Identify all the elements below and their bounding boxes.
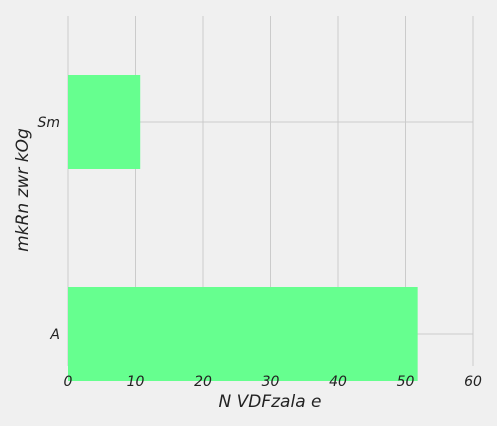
x-tick-labels: 0 10 20 30 40 50 60	[64, 374, 482, 390]
x-tick-label: 10	[127, 374, 145, 390]
x-tick-label: 60	[464, 374, 482, 390]
y-tick-label: Sm	[37, 115, 60, 131]
y-tick-label: A	[49, 327, 60, 343]
x-tick-label: 30	[262, 374, 280, 390]
y-axis-label: mkRn zwr kOg	[13, 128, 33, 252]
bars	[68, 75, 418, 381]
x-tick-label: 50	[397, 374, 415, 390]
x-axis-label: N VDFzala e	[219, 392, 322, 412]
x-tick-label: 40	[329, 374, 347, 390]
y-tick-labels: Sm A	[37, 115, 60, 343]
bar-sm	[68, 75, 141, 169]
bar-a	[68, 287, 418, 381]
x-tick-label: 0	[64, 374, 73, 390]
x-tick-label: 20	[194, 374, 212, 390]
